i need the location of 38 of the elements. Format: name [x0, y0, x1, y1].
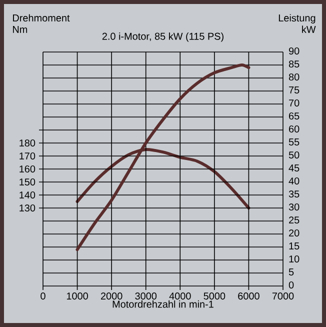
- x-tick-label: 4000: [169, 292, 191, 300]
- y2-tick-label: 70: [289, 99, 300, 107]
- y-tick-label: 130: [20, 204, 36, 212]
- y2-tick-label: 65: [289, 112, 300, 120]
- y2-tick-label: 55: [288, 138, 300, 146]
- x-axis-title: Motordrehzahl in min-1: [112, 300, 214, 308]
- y-axis-title: Drehmoment Nm: [13, 14, 70, 33]
- y2-tick-label: 50: [288, 151, 300, 159]
- x-tick-label: 5000: [204, 292, 226, 300]
- y2-tick-label: 45: [288, 164, 300, 172]
- x-tick-label: 6000: [238, 292, 260, 300]
- line-series: [76, 64, 250, 252]
- chart-title: 2.0 i-Motor, 85 kW (115 PS): [102, 32, 224, 42]
- x-tick-label: 3000: [135, 292, 157, 300]
- y2-axis-title: Leistung kW: [278, 14, 316, 33]
- x-tick-label: 7000: [272, 292, 294, 300]
- y-tick-label: 150: [20, 178, 36, 186]
- y2-tick-label: 85: [288, 60, 300, 68]
- y2-tick-label: 75: [289, 86, 300, 94]
- x-tick-label: 2000: [100, 292, 122, 300]
- y2-tick-label: 15: [289, 242, 300, 250]
- y2-tick-label: 35: [288, 190, 300, 198]
- y2-tick-label: 60: [289, 125, 300, 133]
- y2-tick-label: 90: [288, 47, 300, 55]
- x-tick-label: 0: [40, 292, 46, 300]
- y-tick-label: 160: [20, 165, 36, 173]
- y2-tick-label: 5: [288, 268, 294, 276]
- y-tick-label: 180: [20, 139, 36, 147]
- x-tick-label: 1000: [66, 292, 88, 300]
- y2-tick-label: 25: [289, 216, 300, 224]
- y2-tick-label: 80: [288, 73, 300, 81]
- y2-tick-label: 10: [289, 255, 300, 263]
- y2-tick-label: 0: [288, 281, 294, 289]
- y2-tick-label: 40: [288, 177, 300, 185]
- y2-tick-label: 30: [288, 203, 300, 211]
- y-tick-label: 140: [20, 191, 36, 199]
- y-tick-label: 170: [20, 152, 36, 160]
- y2-tick-label: 20: [289, 229, 300, 237]
